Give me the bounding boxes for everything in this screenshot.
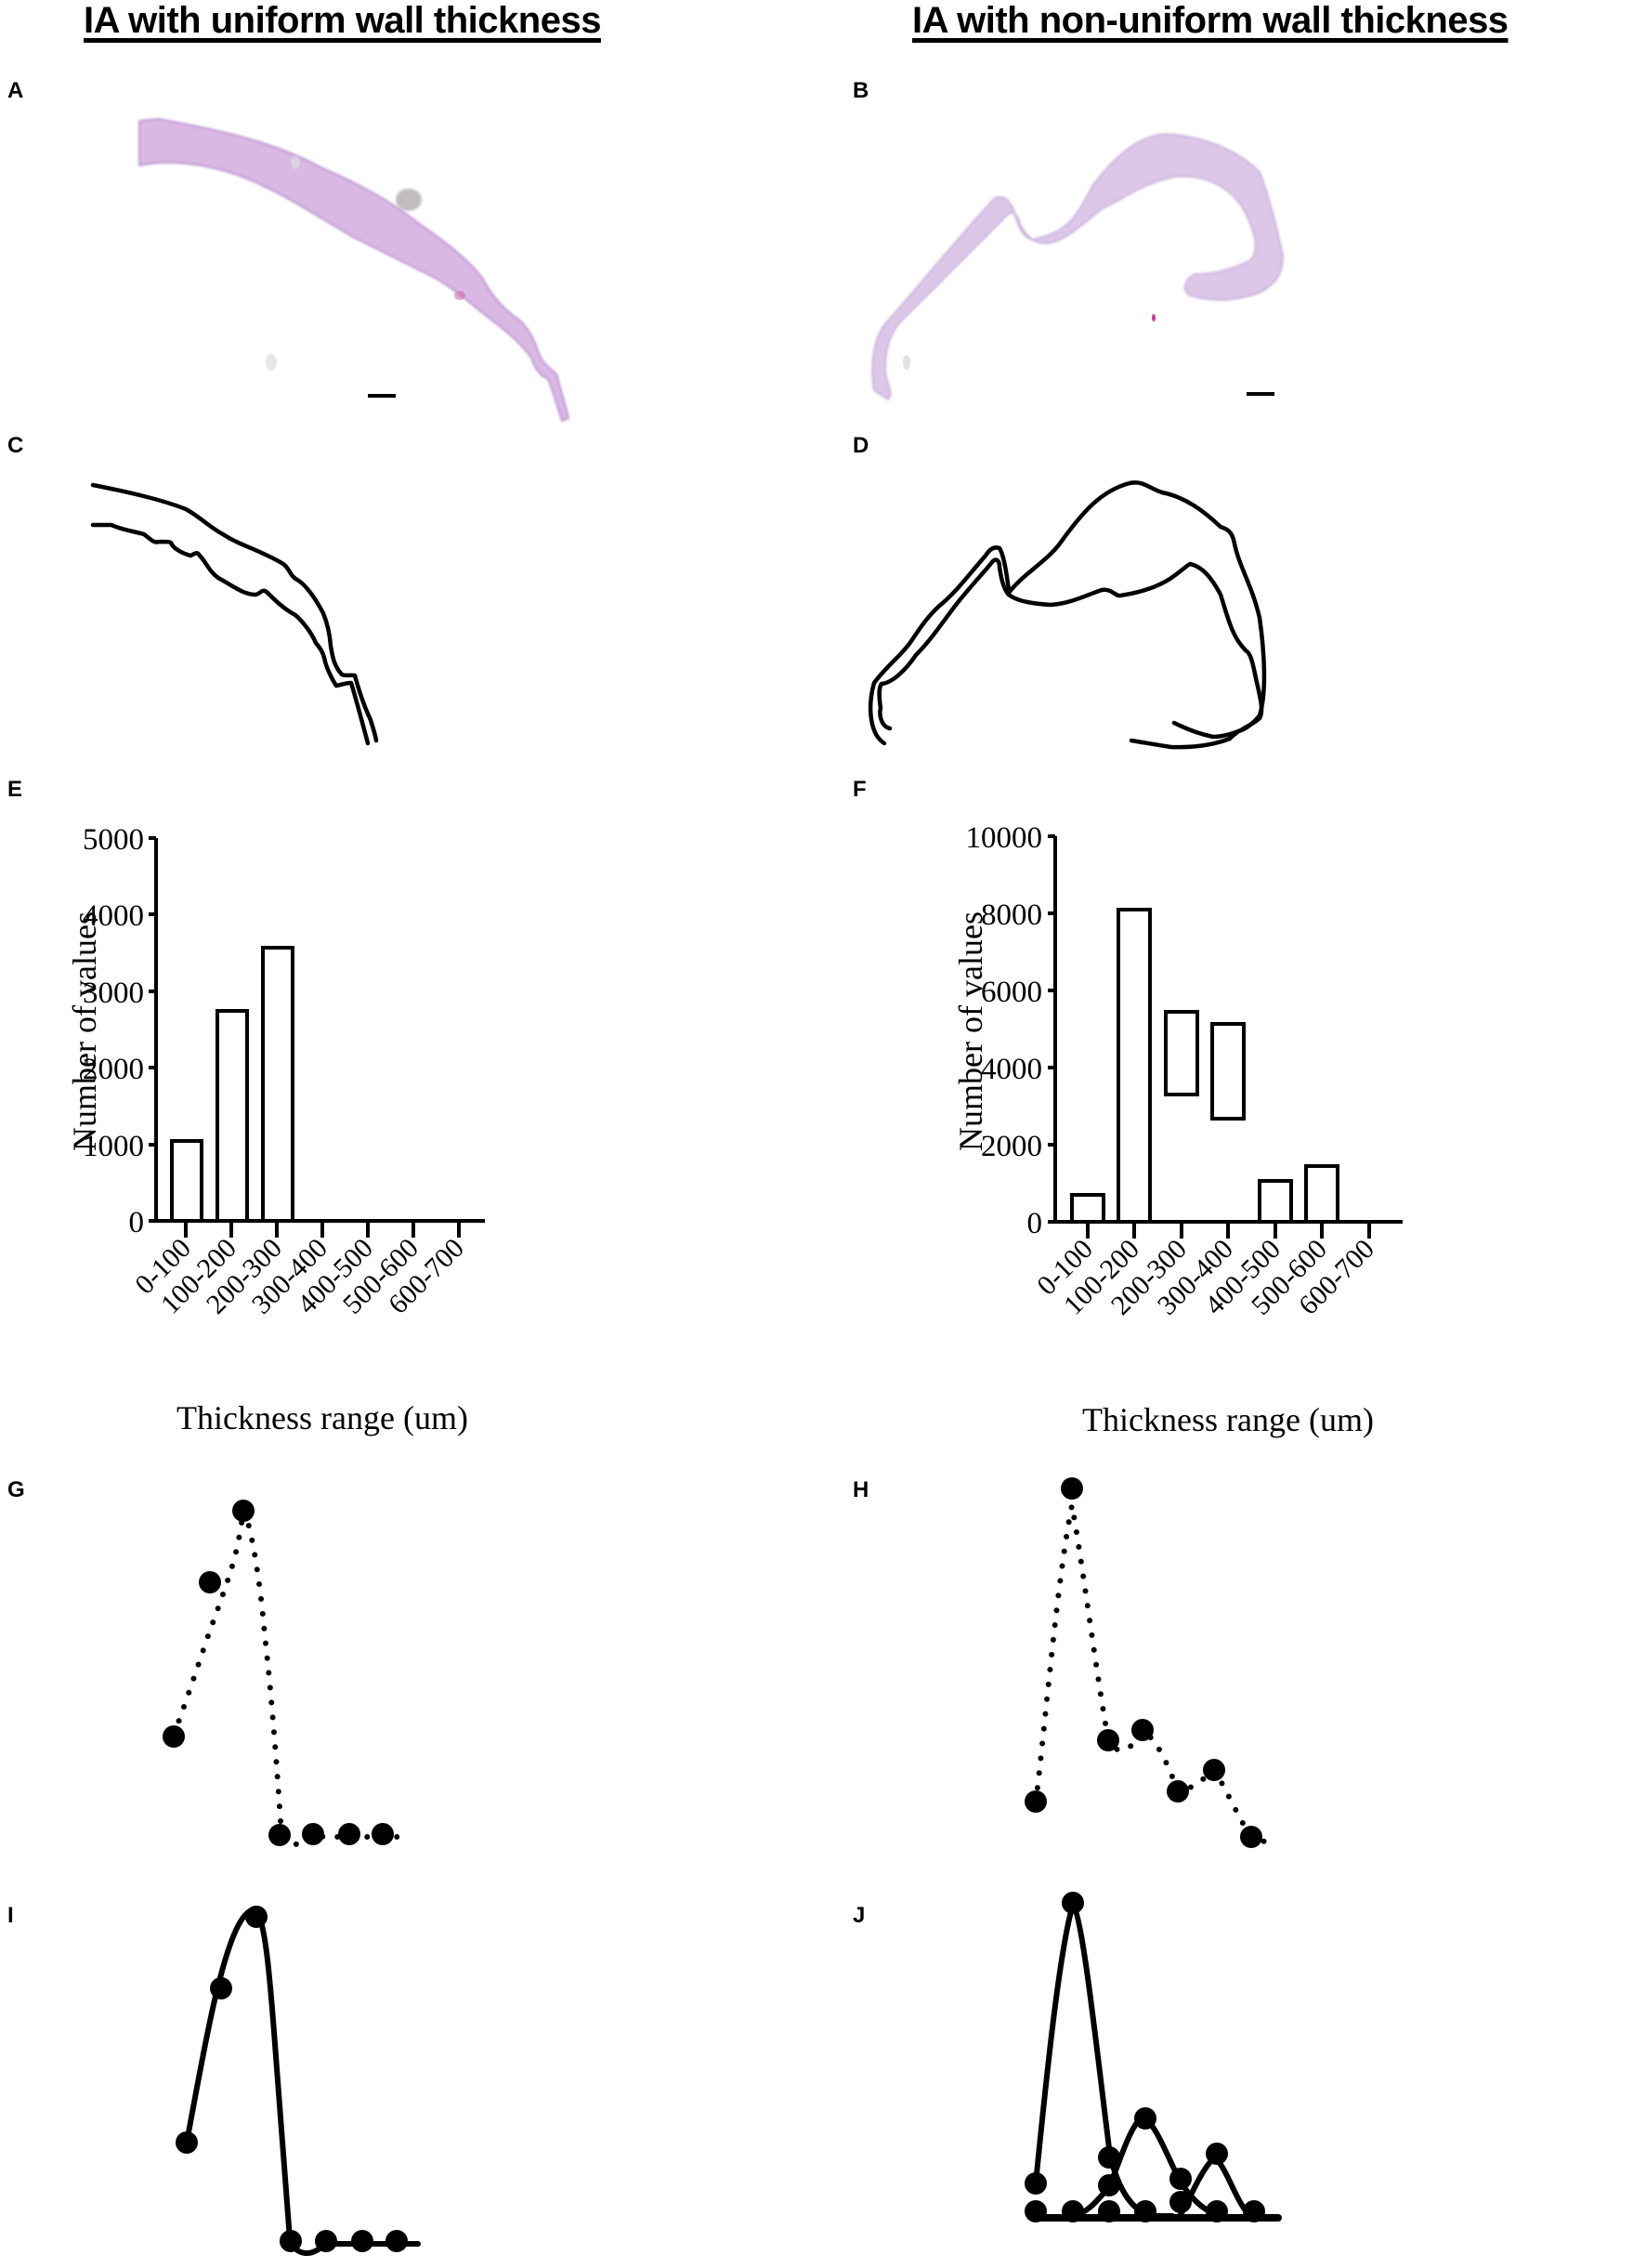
scale-bar-a xyxy=(368,394,396,398)
data-point xyxy=(1061,1477,1083,1500)
data-point xyxy=(210,1977,232,1999)
panel-label-e: E xyxy=(7,777,23,802)
data-point xyxy=(1240,1826,1262,1848)
data-point xyxy=(372,1823,394,1845)
bar-f-0-100 xyxy=(1070,1193,1105,1224)
histogram-e: 5000 4000 3000 2000 1000 0 Number of val… xyxy=(66,823,485,1436)
panel-label-d: D xyxy=(853,433,869,458)
data-point xyxy=(1167,1780,1189,1803)
y-tick-f: 2000 xyxy=(981,1130,1042,1163)
left-column-title: IA with uniform wall thickness xyxy=(84,0,601,41)
data-point xyxy=(163,1725,185,1748)
bar-e-200-300 xyxy=(261,946,294,1223)
histology-image-b xyxy=(871,133,1284,400)
y-tick-f: 6000 xyxy=(981,976,1042,1009)
data-point xyxy=(1098,2200,1120,2222)
y-tick-e: 0 xyxy=(129,1206,145,1239)
data-point xyxy=(245,1906,268,1928)
data-point xyxy=(1098,2174,1120,2196)
y-axis-label-e: Number of values xyxy=(66,911,103,1151)
data-point xyxy=(1169,2191,1192,2213)
x-axis-label-f: Thickness range (um) xyxy=(1082,1401,1374,1438)
data-point xyxy=(1062,1892,1084,1914)
right-column-title: IA with non-uniform wall thickness xyxy=(912,0,1509,41)
data-point xyxy=(1098,2146,1120,2169)
panel-label-i: I xyxy=(7,1903,14,1928)
data-point xyxy=(268,1824,291,1846)
data-point xyxy=(1134,2107,1156,2130)
data-point xyxy=(1062,2200,1084,2222)
data-point xyxy=(1025,2172,1047,2195)
y-tick-e: 4000 xyxy=(83,899,144,933)
bar-f-400-500 xyxy=(1258,1179,1293,1224)
bar-f-500-600 xyxy=(1304,1164,1339,1224)
y-tick-f: 10000 xyxy=(966,821,1043,855)
panel-label-g: G xyxy=(7,1477,25,1502)
data-point xyxy=(1203,1759,1225,1781)
y-tick-e: 3000 xyxy=(83,977,144,1010)
y-tick-e: 5000 xyxy=(83,823,144,857)
data-point xyxy=(176,2131,198,2154)
y-tick-e: 2000 xyxy=(83,1053,144,1086)
data-point xyxy=(385,2230,408,2252)
histogram-f: 10000 8000 6000 4000 2000 0 Number of va… xyxy=(952,821,1403,1438)
x-axis-label-e: Thickness range (um) xyxy=(176,1399,468,1436)
data-point xyxy=(232,1500,255,1522)
gaussian-fit-chart-i xyxy=(176,1906,421,2256)
data-point xyxy=(338,1823,360,1845)
data-point xyxy=(1025,2200,1047,2222)
data-point xyxy=(302,1823,324,1845)
dotted-line-chart-h xyxy=(1025,1477,1275,1848)
bar-f-300-400 xyxy=(1210,1022,1246,1121)
panel-label-a: A xyxy=(7,78,24,103)
data-point xyxy=(199,1571,221,1593)
data-point xyxy=(1134,2200,1156,2222)
traced-outline-d xyxy=(868,480,1267,750)
bar-e-0-100 xyxy=(170,1139,203,1223)
bar-e-100-200 xyxy=(216,1009,249,1223)
data-point xyxy=(1243,2200,1265,2222)
data-point xyxy=(1206,2200,1228,2222)
data-point xyxy=(1025,1790,1047,1813)
y-tick-f: 0 xyxy=(1027,1207,1043,1240)
data-point xyxy=(1206,2143,1228,2165)
data-point xyxy=(280,2230,302,2252)
multi-gaussian-fit-chart-j xyxy=(1025,1892,1282,2222)
data-point xyxy=(315,2230,337,2252)
panel-label-c: C xyxy=(7,433,24,458)
traced-outline-c xyxy=(90,482,379,746)
bar-f-200-300 xyxy=(1164,1010,1199,1096)
scale-bar-b xyxy=(1247,392,1274,396)
dotted-line-chart-g xyxy=(163,1500,412,1847)
bar-f-100-200 xyxy=(1117,908,1152,1224)
data-point xyxy=(1169,2168,1192,2190)
y-axis-label-f: Number of values xyxy=(952,911,989,1151)
data-point xyxy=(351,2230,373,2252)
histology-image-a xyxy=(138,118,569,423)
panel-label-j: J xyxy=(853,1903,866,1928)
data-point xyxy=(1131,1719,1154,1741)
panel-label-b: B xyxy=(853,78,869,103)
data-point xyxy=(1097,1729,1119,1751)
panel-label-h: H xyxy=(853,1477,869,1502)
panel-label-f: F xyxy=(853,777,867,802)
y-tick-f: 8000 xyxy=(981,898,1042,932)
y-tick-f: 4000 xyxy=(981,1053,1042,1086)
y-tick-e: 1000 xyxy=(83,1130,144,1163)
